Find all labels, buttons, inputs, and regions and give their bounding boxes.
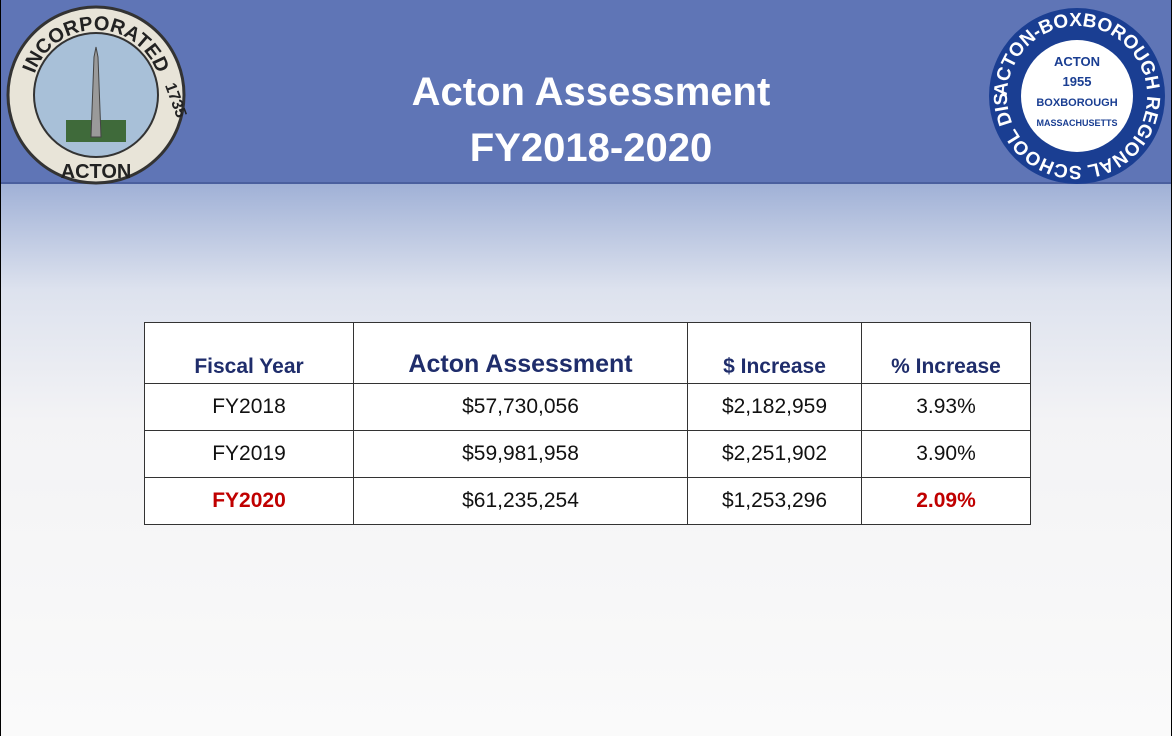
- table-cell: $61,235,254: [353, 477, 688, 525]
- table-cell: FY2020: [144, 477, 354, 525]
- table-body: FY2018 $57,730,056 $2,182,959 3.93% FY2019 $5…: [144, 383, 1031, 525]
- table-cell: $2,251,902: [687, 430, 862, 478]
- title-line: FY2018-2020: [469, 126, 713, 170]
- left-logo: INCORPORATED 1735 ACTON: [6, 5, 189, 185]
- right-logo: ACTON-BOXBOROUGH REGIONAL SCHOOL DISTRIC…: [985, 4, 1165, 184]
- logo-center: [1021, 40, 1133, 152]
- table-row: FY2019 $59,981,958 $2,251,902 3.90%: [144, 430, 1031, 478]
- logo-text: ACTON: [1054, 54, 1100, 69]
- column-header: % Increase: [861, 322, 1031, 384]
- header-band: [1, 0, 1171, 184]
- table-row: FY2018 $57,730,056 $2,182,959 3.93%: [144, 383, 1031, 431]
- table-cell: 2.09%: [861, 477, 1031, 525]
- table-cell: FY2018: [144, 383, 354, 431]
- table-cell: $59,981,958: [353, 430, 688, 478]
- table-cell: 3.93%: [861, 383, 1031, 431]
- logo-text: BOXBOROUGH: [1036, 97, 1117, 109]
- logo-text: 1955: [1063, 74, 1092, 89]
- logo-text: ACTON: [61, 161, 132, 183]
- column-header: $ Increase: [687, 322, 862, 384]
- table-cell: $57,730,056: [353, 383, 688, 431]
- header-row: Fiscal Year Acton Assessment $ Increase …: [144, 322, 1031, 384]
- table-cell: FY2019: [144, 430, 354, 478]
- column-header: Acton Assessment: [353, 322, 688, 384]
- assessment-table: Fiscal Year Acton Assessment $ Increase …: [144, 322, 1031, 525]
- table-row: FY2020 $61,235,254 $1,253,296 2.09%: [144, 477, 1031, 525]
- logo-monument: [90, 46, 102, 138]
- logo-text: MASSACHUSETTS: [1036, 118, 1117, 128]
- table-cell: $1,253,296: [687, 477, 862, 525]
- table-cell: 3.90%: [861, 430, 1031, 478]
- table-cell: $2,182,959: [687, 383, 862, 431]
- title-line: Acton Assessment: [411, 70, 771, 114]
- column-header: Fiscal Year: [144, 322, 354, 384]
